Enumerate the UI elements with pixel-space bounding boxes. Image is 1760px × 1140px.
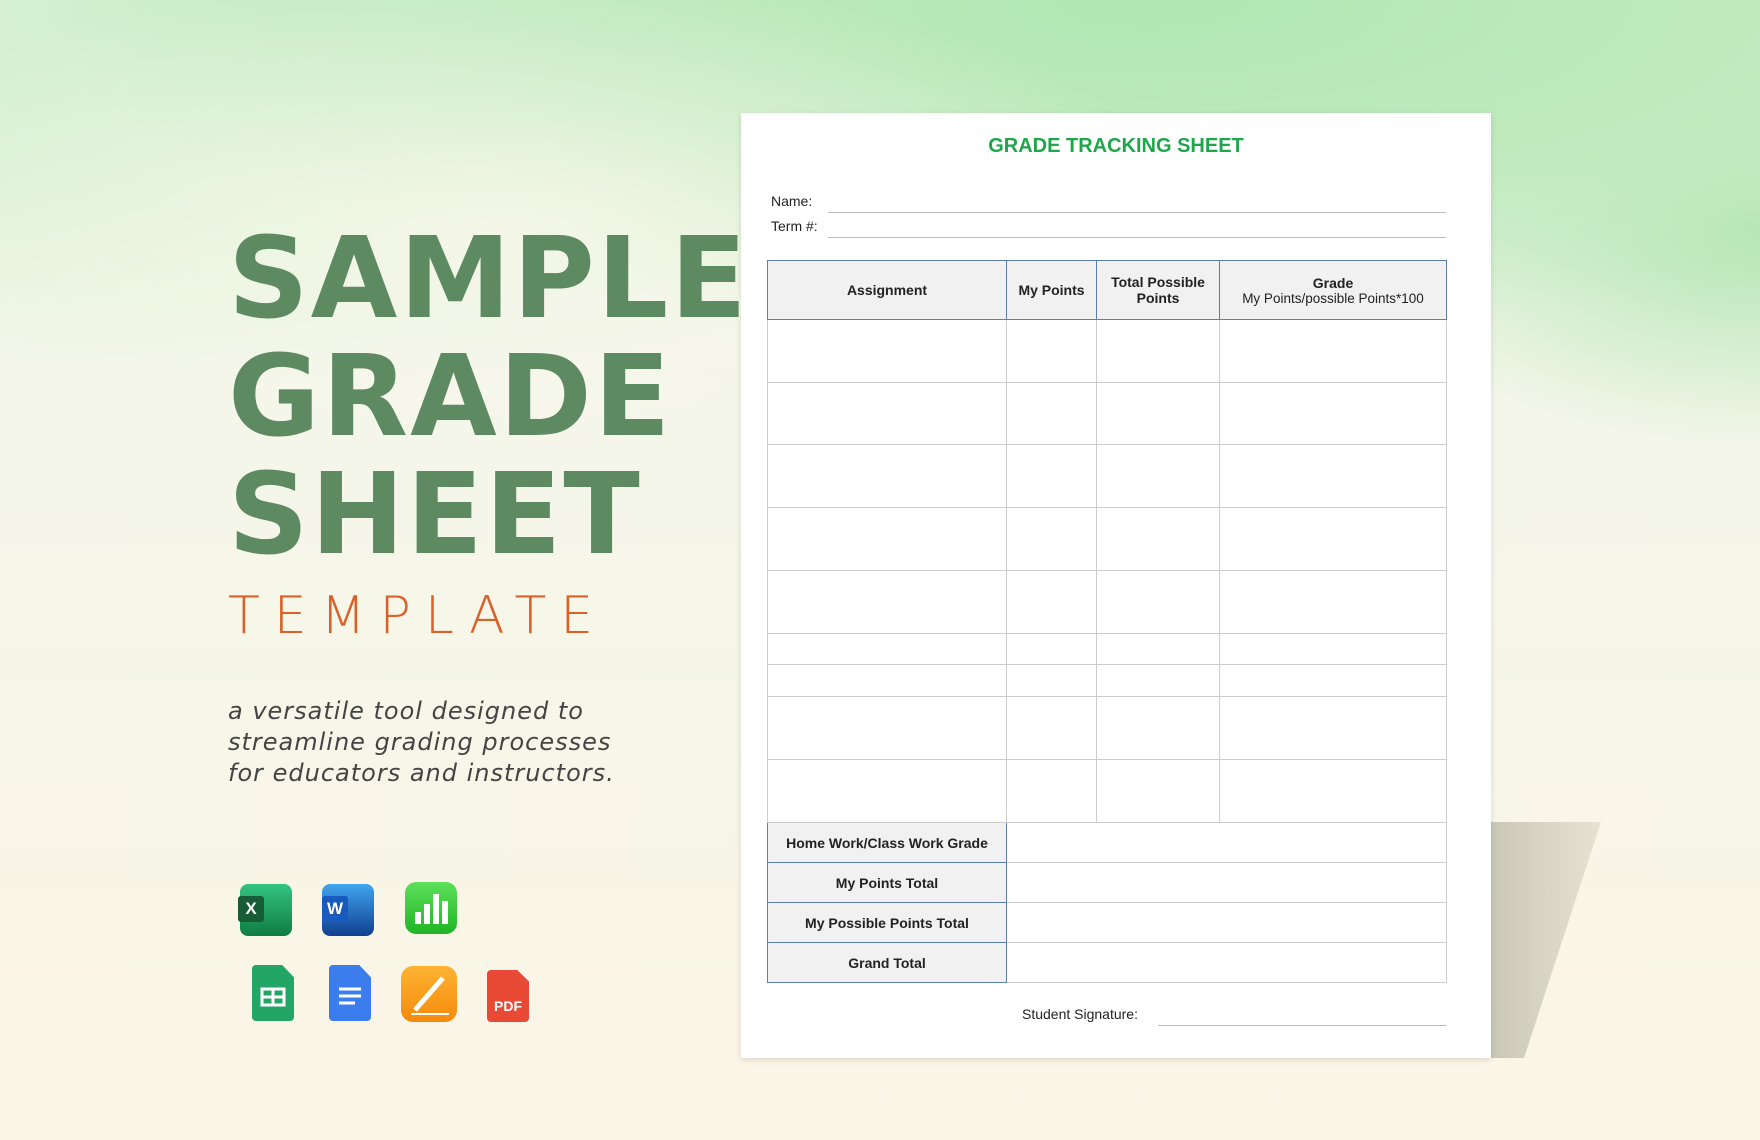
table-cell[interactable] <box>1006 696 1097 760</box>
table-cell[interactable] <box>1219 507 1447 571</box>
table-cell[interactable] <box>1006 570 1097 634</box>
table-cell[interactable] <box>1096 696 1220 760</box>
summary-value-cell[interactable] <box>1006 822 1447 863</box>
table-cell[interactable] <box>1219 696 1447 760</box>
table-cell[interactable] <box>1219 319 1447 383</box>
summary-value-cell[interactable] <box>1006 942 1447 983</box>
table-cell[interactable] <box>1219 633 1447 665</box>
table-cell[interactable] <box>1096 759 1220 823</box>
hero-title-line: SHEET <box>228 450 642 580</box>
numbers-icon <box>405 882 457 934</box>
table-cell[interactable] <box>767 570 1007 634</box>
summary-label: Home Work/Class Work Grade <box>767 822 1007 863</box>
table-row <box>767 444 1447 508</box>
table-cell[interactable] <box>1006 759 1097 823</box>
sheet-title: GRADE TRACKING SHEET <box>988 135 1244 157</box>
hero-description: a versatile tool designed to streamline … <box>228 697 615 787</box>
table-cell[interactable] <box>1219 444 1447 508</box>
table-cell[interactable] <box>1006 664 1097 697</box>
table-cell[interactable] <box>1219 664 1447 697</box>
column-header-assignment: Assignment <box>767 260 1007 320</box>
table-cell[interactable] <box>767 382 1007 445</box>
summary-label: Grand Total <box>767 942 1007 983</box>
column-header-total-possible: Total Possible Points <box>1096 260 1220 320</box>
name-field[interactable] <box>828 212 1446 213</box>
table-cell[interactable] <box>1096 444 1220 508</box>
word-letter: W <box>322 896 348 922</box>
word-icon: W <box>322 884 374 936</box>
table-cell[interactable] <box>1006 507 1097 571</box>
table-cell[interactable] <box>767 633 1007 665</box>
pages-icon <box>401 966 457 1022</box>
table-cell[interactable] <box>1096 570 1220 634</box>
summary-row: Grand Total <box>767 942 1447 983</box>
table-cell[interactable] <box>1219 382 1447 445</box>
excel-icon: X <box>238 884 292 936</box>
table-cell[interactable] <box>767 507 1007 571</box>
signature-field[interactable] <box>1158 1025 1446 1026</box>
table-cell[interactable] <box>1006 633 1097 665</box>
column-header-grade: Grade My Points/possible Points*100 <box>1219 260 1447 320</box>
table-cell[interactable] <box>767 759 1007 823</box>
table-cell[interactable] <box>1006 319 1097 383</box>
summary-label: My Points Total <box>767 862 1007 903</box>
summary-label: My Possible Points Total <box>767 902 1007 943</box>
column-header-my-points: My Points <box>1006 260 1097 320</box>
hero-title-line: SAMPLE <box>228 214 749 344</box>
table-cell[interactable] <box>767 664 1007 697</box>
table-row <box>767 633 1447 665</box>
term-field[interactable] <box>828 237 1446 238</box>
google-sheets-icon <box>252 965 294 1021</box>
hero: SAMPLE GRADE SHEET TEMPLATE a versatile … <box>228 214 749 789</box>
table-row <box>767 507 1447 571</box>
table-cell[interactable] <box>1006 444 1097 508</box>
table-row <box>767 319 1447 383</box>
hero-subtitle: TEMPLATE <box>228 586 608 646</box>
hero-title-line: GRADE <box>228 332 673 462</box>
grade-header-label: Grade <box>1312 274 1354 291</box>
google-docs-icon <box>329 965 371 1021</box>
signature-label: Student Signature: <box>1022 1006 1138 1022</box>
table-row <box>767 570 1447 634</box>
summary-row: My Possible Points Total <box>767 902 1447 943</box>
grade-table: Assignment My Points Total Possible Poin… <box>767 260 1447 983</box>
table-cell[interactable] <box>767 319 1007 383</box>
term-label: Term #: <box>771 218 818 234</box>
table-cell[interactable] <box>767 696 1007 760</box>
table-cell[interactable] <box>1219 759 1447 823</box>
table-cell[interactable] <box>1096 507 1220 571</box>
grade-formula: My Points/possible Points*100 <box>1242 290 1424 306</box>
table-cell[interactable] <box>1096 382 1220 445</box>
table-cell[interactable] <box>767 444 1007 508</box>
table-row <box>767 382 1447 445</box>
table-cell[interactable] <box>1219 570 1447 634</box>
table-cell[interactable] <box>1096 319 1220 383</box>
grade-tracking-sheet: GRADE TRACKING SHEET Name: Term #: Assig… <box>741 113 1491 1058</box>
summary-value-cell[interactable] <box>1006 862 1447 903</box>
table-cell[interactable] <box>1096 633 1220 665</box>
name-label: Name: <box>771 193 813 209</box>
excel-letter: X <box>238 896 264 922</box>
summary-row: My Points Total <box>767 862 1447 903</box>
table-row <box>767 696 1447 760</box>
table-cell[interactable] <box>1096 664 1220 697</box>
table-cell[interactable] <box>1006 382 1097 445</box>
table-row <box>767 664 1447 697</box>
summary-value-cell[interactable] <box>1006 902 1447 943</box>
summary-row: Home Work/Class Work Grade <box>767 822 1447 863</box>
pdf-icon: PDF <box>487 970 529 1022</box>
table-row <box>767 759 1447 823</box>
